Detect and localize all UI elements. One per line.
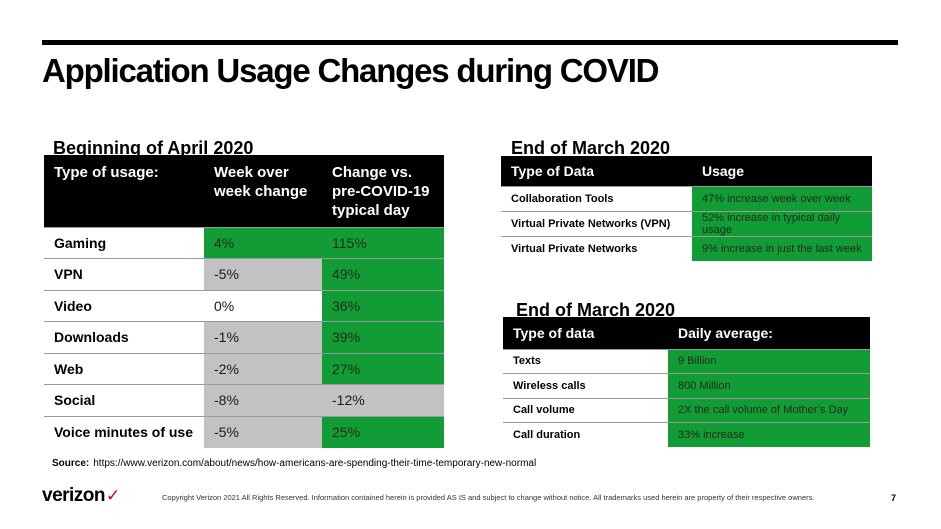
table-row: Social -8% -12%	[44, 384, 444, 416]
change-vs-pre-covid-cell: 25%	[322, 415, 444, 448]
header-type-of-data: Type of Data	[501, 156, 692, 186]
usage-type-cell: VPN	[44, 258, 204, 290]
change-vs-pre-covid-cell: -12%	[322, 384, 444, 416]
top-rule	[42, 40, 898, 45]
table-row: Downloads -1% 39%	[44, 321, 444, 353]
table-row: Call volume 2X the call volume of Mother’…	[503, 397, 870, 423]
usage-cell: 47% increase week over week	[692, 185, 872, 211]
week-over-week-cell: -2%	[204, 352, 322, 385]
data-type-cell: Wireless calls	[503, 373, 668, 398]
header-usage: Usage	[692, 156, 872, 186]
source-note: Source: https://www.verizon.com/about/new…	[52, 458, 536, 469]
week-over-week-cell: -8%	[204, 384, 322, 416]
verizon-logo: verizon✓	[42, 485, 120, 507]
header-week-over-week: Week over week change	[204, 155, 322, 227]
usage-type-cell: Gaming	[44, 226, 204, 259]
change-vs-pre-covid-cell: 36%	[322, 289, 444, 322]
data-type-cell: Virtual Private Networks	[501, 235, 692, 261]
data-type-cell: Virtual Private Networks (VPN)	[501, 210, 692, 236]
table-row: Voice minutes of use -5% 25%	[44, 415, 444, 448]
march-daily-section-title: End of March 2020	[516, 300, 676, 320]
usage-type-cell: Video	[44, 289, 204, 322]
table-row: Call duration 33% increase	[503, 422, 870, 447]
page-title: Application Usage Changes during COVID	[42, 52, 660, 89]
page-number: 7	[891, 493, 897, 503]
march-daily-table: Type of data Daily average: Texts 9 Billi…	[503, 317, 870, 447]
daily-average-cell: 2X the call volume of Mother’s Day	[668, 397, 870, 423]
week-over-week-cell: -5%	[204, 258, 322, 290]
header-type-of-data: Type of data	[503, 317, 668, 349]
table-row: Wireless calls 800 Million	[503, 373, 870, 398]
march-data-table: Type of Data Usage Collaboration Tools 47…	[501, 156, 872, 261]
data-type-cell: Call duration	[503, 422, 668, 447]
april-usage-table: Type of usage: Week over week change Cha…	[44, 155, 444, 448]
usage-type-cell: Social	[44, 384, 204, 416]
data-type-cell: Collaboration Tools	[501, 185, 692, 211]
usage-type-cell: Downloads	[44, 321, 204, 353]
march-data-table-header: Type of Data Usage	[501, 156, 872, 186]
change-vs-pre-covid-cell: 39%	[322, 321, 444, 353]
header-change-vs-pre-covid: Change vs. pre-COVID-19 typical day	[322, 155, 444, 227]
change-vs-pre-covid-cell: 115%	[322, 226, 444, 259]
week-over-week-cell: 0%	[204, 289, 322, 322]
checkmark-icon: ✓	[106, 486, 120, 505]
usage-type-cell: Web	[44, 352, 204, 385]
week-over-week-cell: -5%	[204, 415, 322, 448]
daily-average-cell: 9 Billion	[668, 348, 870, 374]
logo-text: verizon	[42, 485, 106, 506]
march-data-section-title: End of March 2020	[511, 138, 671, 158]
data-type-cell: Call volume	[503, 397, 668, 423]
week-over-week-cell: 4%	[204, 226, 322, 259]
week-over-week-cell: -1%	[204, 321, 322, 353]
table-row: Virtual Private Networks 9% increase in j…	[501, 235, 872, 261]
change-vs-pre-covid-cell: 49%	[322, 258, 444, 290]
usage-cell: 52% increase in typical daily usage	[692, 210, 872, 236]
table-row: VPN -5% 49%	[44, 258, 444, 290]
copyright-notice: Copyright Verizon 2021 All Rights Reserv…	[162, 493, 815, 502]
table-row: Virtual Private Networks (VPN) 52% increa…	[501, 210, 872, 236]
table-row: Video 0% 36%	[44, 289, 444, 322]
usage-cell: 9% increase in just the last week	[692, 235, 872, 261]
april-section-title: Beginning of April 2020	[53, 138, 254, 158]
april-table-header: Type of usage: Week over week change Cha…	[44, 155, 444, 227]
daily-average-cell: 800 Million	[668, 373, 870, 398]
table-row: Web -2% 27%	[44, 352, 444, 385]
march-daily-table-header: Type of data Daily average:	[503, 317, 870, 349]
source-url: https://www.verizon.com/about/news/how-a…	[93, 458, 537, 469]
daily-average-cell: 33% increase	[668, 422, 870, 447]
source-label: Source:	[52, 458, 90, 469]
table-row: Texts 9 Billion	[503, 348, 870, 374]
table-row: Collaboration Tools 47% increase week ove…	[501, 185, 872, 211]
header-daily-average: Daily average:	[668, 317, 870, 349]
data-type-cell: Texts	[503, 348, 668, 374]
table-row: Gaming 4% 115%	[44, 226, 444, 259]
header-type-of-usage: Type of usage:	[44, 155, 204, 227]
usage-type-cell: Voice minutes of use	[44, 415, 204, 448]
change-vs-pre-covid-cell: 27%	[322, 352, 444, 385]
